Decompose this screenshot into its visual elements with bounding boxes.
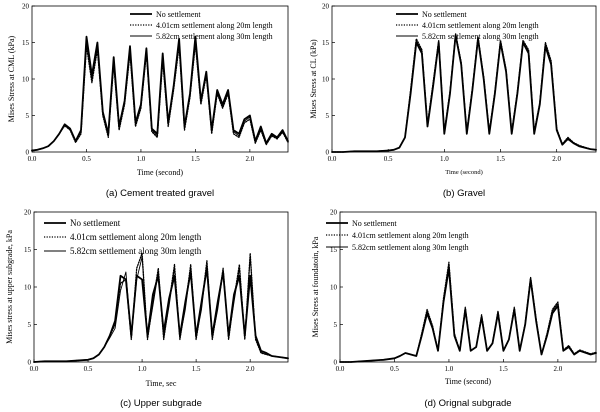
panel-b-x-tick-label: 1.0 — [440, 155, 449, 163]
panel-c-x-tick-label: 1.0 — [138, 365, 147, 373]
panel-c: Mises stress at upper subgrade, kPa Time… — [5, 209, 289, 409]
panel-c-series-1-line — [33, 267, 289, 363]
panel-a-y-tick-label: 10 — [22, 76, 30, 84]
panel-b-legend-1: No settlement — [422, 10, 467, 19]
panel-c-legend-3: 5.82cm settlement along 30m length — [70, 246, 202, 256]
panel-c-y-tick-label: 10 — [24, 284, 32, 292]
panel-b-legend-3: 5.82cm settlement along 30m length — [422, 32, 539, 41]
panel-a-y-tick-label: 5 — [26, 112, 30, 120]
panel-d-y-tick-label: 10 — [330, 284, 338, 292]
panel-b-x-axis-label: Time (second) — [445, 169, 483, 176]
panel-d-x-tick-label: 0.5 — [390, 365, 399, 373]
panel-a-caption: (a) Cement treated gravel — [106, 188, 214, 199]
panel-d-x-tick-label: 1.0 — [445, 365, 454, 373]
panel-c-y-axis-label: Mises stress at upper subgrade, kPa — [5, 230, 14, 344]
panel-d: Mises Stress at foundatoin, kPa Time (se… — [311, 209, 597, 409]
panel-a-y-tick-label: 20 — [22, 3, 30, 11]
panel-d-legend-2: 4.01cm settlement along 20m length — [352, 231, 469, 240]
panel-a-x-axis-label: Time (second) — [137, 168, 183, 177]
panel-a-series-3-line — [31, 39, 289, 151]
panel-b-x-tick-label: 2.0 — [552, 155, 561, 163]
panel-a: Mises Stress at CML (kPa) Time (second) … — [7, 3, 289, 199]
panel-a-legend-1: No settlement — [156, 10, 201, 19]
panel-c-y-tick-label: 5 — [28, 321, 32, 329]
panel-d-x-axis-label: Time (second) — [445, 377, 491, 386]
panel-a-x-tick-label: 0.0 — [28, 155, 37, 163]
panel-b-y-axis-label: Mises Stress at CL (kPa) — [309, 39, 318, 119]
panel-d-x-tick-label: 1.5 — [499, 365, 508, 373]
panel-b-y-tick-label: 15 — [322, 39, 330, 47]
panel-c-legend-2: 4.01cm settlement along 20m length — [70, 232, 202, 242]
panel-a-x-tick-label: 2.0 — [245, 155, 254, 163]
panel-b-x-tick-label: 0.5 — [384, 155, 393, 163]
panel-d-y-tick-label: 20 — [330, 209, 338, 217]
panel-a-x-tick-label: 1.0 — [137, 155, 146, 163]
panel-c-legend-1: No settlement — [70, 218, 121, 228]
panel-b-x-tick-label: 1.5 — [496, 155, 505, 163]
panel-c-x-axis-label: Time, sec — [146, 379, 177, 388]
panel-b-caption: (b) Gravel — [443, 188, 485, 199]
panel-d-series-2-line — [339, 261, 597, 363]
panel-c-y-tick-label: 20 — [24, 209, 32, 217]
panel-c-caption: (c) Upper subgrade — [120, 398, 202, 409]
panel-b-series-3-line — [331, 34, 597, 153]
panel-c-y-tick-label: 0 — [28, 359, 32, 367]
panel-a-y-tick-label: 0 — [26, 149, 30, 157]
panel-b-x-tick-label: 0.0 — [328, 155, 337, 163]
panel-c-series-3-line — [33, 256, 289, 363]
panel-b-y-tick-label: 20 — [322, 3, 330, 11]
panel-d-legend-1: No settlement — [352, 219, 397, 228]
panel-d-y-tick-label: 5 — [334, 321, 338, 329]
panel-d-legend-3: 5.82cm settlement along 30m length — [352, 243, 469, 252]
panel-a-y-axis-label: Mises Stress at CML (kPa) — [7, 35, 16, 122]
panel-a-x-tick-label: 1.5 — [191, 155, 200, 163]
panel-d-caption: (d) Orignal subgrade — [424, 398, 511, 409]
panel-a-legend-3: 5.82cm settlement along 30m length — [156, 32, 273, 41]
panel-b-y-tick-label: 10 — [322, 76, 330, 84]
panel-d-x-tick-label: 0.0 — [336, 365, 345, 373]
panel-b-y-tick-label: 5 — [326, 112, 330, 120]
panel-d-y-axis-label: Mises Stress at foundatoin, kPa — [311, 236, 320, 337]
panel-a-x-tick-label: 0.5 — [82, 155, 91, 163]
panel-c-x-tick-label: 1.5 — [192, 365, 201, 373]
panel-c-x-tick-label: 2.0 — [246, 365, 255, 373]
panel-b-legend-2: 4.01cm settlement along 20m length — [422, 21, 539, 30]
panel-b: Mises Stress at CL (kPa) Time (second) (… — [309, 3, 597, 199]
panel-d-series-1-line — [339, 267, 597, 363]
panel-a-y-tick-label: 15 — [22, 39, 30, 47]
panel-a-legend-2: 4.01cm settlement along 20m length — [156, 21, 273, 30]
panel-d-y-tick-label: 15 — [330, 246, 338, 254]
panel-b-y-tick-label: 0 — [326, 149, 330, 157]
panel-d-y-tick-label: 0 — [334, 359, 338, 367]
panel-c-x-tick-label: 0.5 — [84, 365, 93, 373]
panel-d-series-3-line — [339, 264, 597, 363]
panel-c-x-tick-label: 0.0 — [30, 365, 39, 373]
panel-d-x-tick-label: 2.0 — [553, 365, 562, 373]
panel-c-y-tick-label: 15 — [24, 246, 32, 254]
